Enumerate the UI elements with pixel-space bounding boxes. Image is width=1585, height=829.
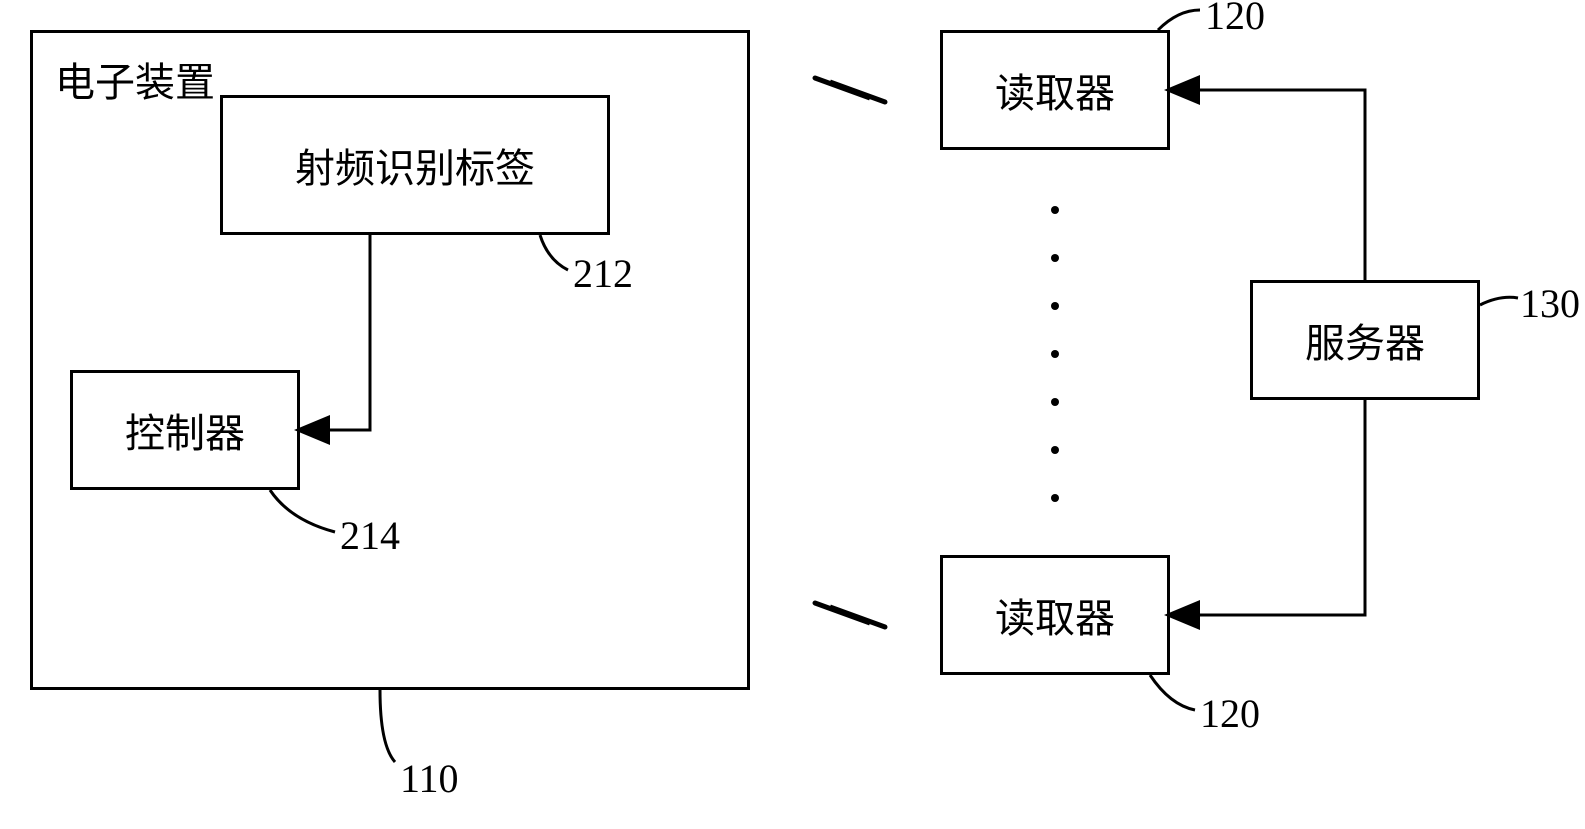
reader-top-label: 读取器 xyxy=(995,61,1115,119)
server-label: 服务器 xyxy=(1305,311,1425,369)
ref-110: 110 xyxy=(400,755,459,802)
edge-server-to-reader-bottom xyxy=(1170,400,1365,615)
edge-server-to-reader-top xyxy=(1170,90,1365,280)
wireless-icon-top xyxy=(815,78,885,102)
device-outer-label: 电子装置 xyxy=(55,50,215,108)
ref-120-top: 120 xyxy=(1205,0,1265,39)
wireless-icon-bottom xyxy=(815,603,885,627)
server-box: 服务器 xyxy=(1250,280,1480,400)
leader-110 xyxy=(380,690,395,762)
controller-label: 控制器 xyxy=(125,401,245,459)
rfid-tag-label: 射频识别标签 xyxy=(295,136,535,194)
leader-120-bottom xyxy=(1150,675,1195,710)
ref-212: 212 xyxy=(573,250,633,297)
reader-bottom-label: 读取器 xyxy=(995,586,1115,644)
rfid-tag-box: 射频识别标签 xyxy=(220,95,610,235)
ellipsis-dots xyxy=(1051,206,1059,502)
leader-130 xyxy=(1480,297,1518,305)
ref-130: 130 xyxy=(1520,280,1580,327)
reader-bottom-box: 读取器 xyxy=(940,555,1170,675)
leader-120-top xyxy=(1158,10,1200,30)
ref-214: 214 xyxy=(340,512,400,559)
controller-box: 控制器 xyxy=(70,370,300,490)
ref-120-bottom: 120 xyxy=(1200,690,1260,737)
reader-top-box: 读取器 xyxy=(940,30,1170,150)
